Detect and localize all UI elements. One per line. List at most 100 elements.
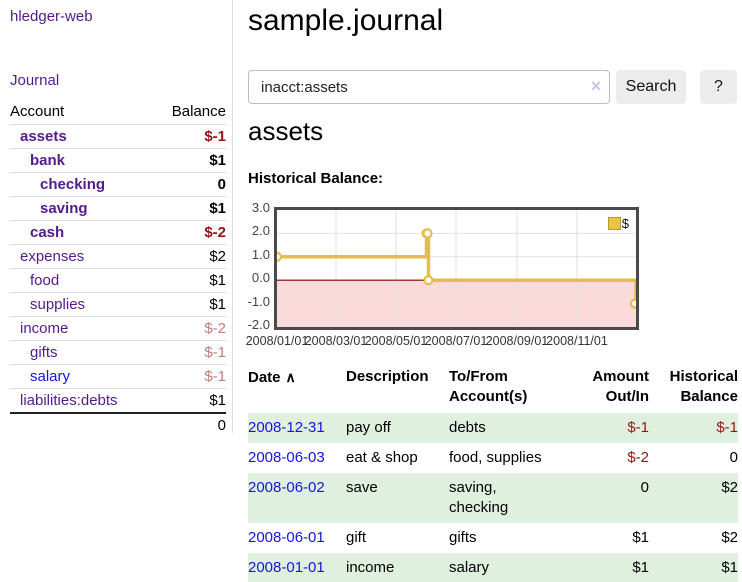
page-title: sample.journal <box>248 4 444 37</box>
account-balance: $1 <box>153 292 226 317</box>
transaction-row: 2008-06-03 eat & shop food, supplies $-2… <box>248 443 738 473</box>
account-link[interactable]: saving <box>40 200 88 217</box>
account-row: food $1 <box>10 268 226 293</box>
account-link[interactable]: income <box>20 320 69 337</box>
transaction-description: pay off <box>346 419 391 436</box>
accounts-table: Account Balance assets $-1 bank $1 check… <box>10 100 226 437</box>
transaction-date-link[interactable]: 2008-01-01 <box>248 559 325 576</box>
app-title-link[interactable]: hledger-web <box>10 8 93 25</box>
transaction-date-link[interactable]: 2008-06-01 <box>248 529 325 546</box>
account-balance: $-1 <box>153 340 226 365</box>
date-column-header[interactable]: Date ∧ <box>248 369 296 386</box>
y-tick-label: 2.0 <box>251 223 270 239</box>
transaction-row: 2008-06-01 gift gifts $1 $2 <box>248 523 738 553</box>
legend-label: $ <box>621 216 629 231</box>
account-link[interactable]: supplies <box>30 296 86 313</box>
search-button[interactable]: Search <box>616 70 686 104</box>
y-tick-label: -2.0 <box>247 317 270 332</box>
data-point <box>277 251 283 262</box>
account-row: salary $-1 <box>10 364 226 389</box>
help-button[interactable]: ? <box>700 70 737 104</box>
sidebar-item-journal[interactable]: Journal <box>10 72 60 89</box>
accounts-tofrom-column-header: To/From Account(s) <box>449 368 528 405</box>
accounts-total-row: 0 <box>10 412 226 437</box>
search-form: × Search ? <box>248 70 737 104</box>
account-balance: $-2 <box>153 220 226 245</box>
x-tick-label: 2008/01/01 <box>245 334 309 348</box>
data-point <box>422 228 433 239</box>
data-point <box>629 298 636 309</box>
transaction-description: gift <box>346 529 367 546</box>
account-link[interactable]: assets <box>20 128 67 145</box>
x-tick-label: 2008/11/01 <box>546 334 608 348</box>
y-tick-label: -1.0 <box>247 293 270 309</box>
transaction-description: income <box>346 559 395 576</box>
y-tick-label: 3.0 <box>251 200 270 215</box>
account-balance: $-2 <box>153 316 226 341</box>
transaction-date-link[interactable]: 2008-12-31 <box>248 419 325 436</box>
account-link[interactable]: expenses <box>20 248 85 265</box>
x-tick-label: 2008/05/01 <box>364 334 428 348</box>
transactions-panel: Date ∧ Description To/From Account(s) Amo… <box>248 363 738 582</box>
clear-search-icon[interactable]: × <box>590 76 602 96</box>
account-link[interactable]: checking <box>40 176 106 193</box>
account-link[interactable]: bank <box>30 152 66 169</box>
x-tick-label: 2008/03/01 <box>304 334 368 348</box>
account-row: gifts $-1 <box>10 340 226 365</box>
account-row: expenses $2 <box>10 244 226 269</box>
account-row: assets $-1 <box>10 124 226 149</box>
account-row: saving $1 <box>10 196 226 221</box>
data-point <box>423 275 434 286</box>
transaction-amount: $1 <box>632 529 649 546</box>
chart-plot-area: $ <box>274 207 639 330</box>
chart-canvas <box>277 210 636 327</box>
transaction-amount: 0 <box>640 479 649 496</box>
transaction-date-link[interactable]: 2008-06-02 <box>248 479 325 496</box>
transaction-description: eat & shop <box>346 449 418 466</box>
account-row: checking 0 <box>10 172 226 197</box>
chart-title: Historical Balance: <box>248 170 384 187</box>
transaction-balance: $1 <box>721 559 738 576</box>
account-link[interactable]: salary <box>30 368 71 385</box>
account-link[interactable]: gifts <box>30 344 58 361</box>
account-balance: $1 <box>153 388 226 413</box>
transaction-description: save <box>346 479 378 496</box>
accounts-panel: Account Balance assets $-1 bank $1 check… <box>10 100 226 437</box>
sidebar: hledger-web Journal Account Balance asse… <box>0 0 232 582</box>
transaction-amount: $-1 <box>627 419 649 436</box>
transaction-amount: $-2 <box>627 449 649 466</box>
balance-chart: 3.0 2.0 1.0 0.0 -1.0 -2.0 $ 2008/01/01 2008/03… <box>240 200 740 354</box>
transaction-row: 2008-01-01 income salary $1 $1 <box>248 553 738 582</box>
account-row: income $-2 <box>10 316 226 341</box>
search-input[interactable] <box>248 70 610 104</box>
account-row: bank $1 <box>10 148 226 173</box>
transaction-balance: $2 <box>721 479 738 496</box>
transaction-balance: 0 <box>729 449 738 466</box>
transaction-balance: $-1 <box>716 419 738 436</box>
account-balance: $-1 <box>153 364 226 389</box>
transactions-header-row: Date ∧ Description To/From Account(s) Amo… <box>248 363 738 413</box>
transaction-balance: $2 <box>721 529 738 546</box>
account-link[interactable]: food <box>30 272 60 289</box>
account-link[interactable]: cash <box>30 224 65 241</box>
account-balance: $1 <box>153 148 226 173</box>
account-balance: 0 <box>153 172 226 197</box>
x-tick-label: 2008/09/01 <box>485 334 549 348</box>
account-heading: assets <box>248 116 324 146</box>
transaction-date-link[interactable]: 2008-06-03 <box>248 449 325 466</box>
historical-balance-column-header: Historical Balance <box>669 368 738 405</box>
account-row: cash $-2 <box>10 220 226 245</box>
account-link[interactable]: liabilities:debts <box>20 392 118 409</box>
sort-ascending-icon: ∧ <box>285 369 296 385</box>
account-balance: $1 <box>153 268 226 293</box>
balance-column-header: Balance <box>171 103 226 120</box>
transaction-accounts: gifts <box>449 529 477 546</box>
transaction-row: 2008-12-31 pay off debts $-1 $-1 <box>248 413 738 443</box>
x-tick-label: 2008/07/01 <box>424 334 488 348</box>
transaction-accounts: food, supplies <box>449 449 542 466</box>
chart-legend: $ <box>607 216 629 231</box>
accounts-total-balance: 0 <box>153 412 226 437</box>
account-balance: $1 <box>153 196 226 221</box>
y-tick-label: 1.0 <box>251 246 270 262</box>
